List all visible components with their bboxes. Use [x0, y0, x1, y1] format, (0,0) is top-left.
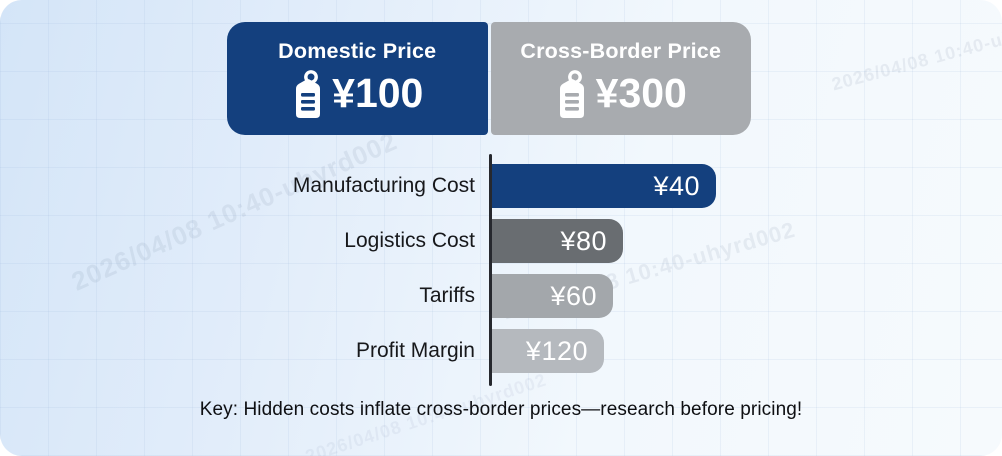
cost-row: Profit Margin ¥120: [0, 329, 1002, 373]
cost-row-label: Profit Margin: [355, 339, 475, 362]
watermark-text: 2026/04/08 10:40-uhyrd002: [829, 9, 1002, 95]
cost-bar: ¥80: [492, 219, 623, 263]
domestic-price-label: Domestic Price: [278, 38, 437, 63]
price-header: Domestic Price ¥100 Cross-Borde: [227, 22, 751, 135]
cross-border-price-row: ¥300: [555, 69, 687, 119]
cost-bar-value: ¥120: [525, 335, 588, 366]
domestic-price-value: ¥100: [332, 70, 424, 116]
key-note: Key: Hidden costs inflate cross-border p…: [199, 399, 803, 420]
cross-border-price-value: ¥300: [595, 70, 687, 116]
cost-row-label: Tariffs: [419, 284, 475, 307]
cost-row: Manufacturing Cost ¥40: [0, 164, 1002, 208]
cost-bar-value: ¥80: [560, 225, 607, 256]
cost-bar: ¥60: [492, 274, 613, 318]
cost-bar-value: ¥60: [550, 280, 597, 311]
cost-bar: ¥120: [492, 329, 604, 373]
cost-row: Tariffs ¥60: [0, 274, 1002, 318]
cost-row: Logistics Cost ¥80: [0, 219, 1002, 263]
price-tag-icon: [296, 69, 321, 118]
cost-rows: Manufacturing Cost ¥40 Logistics Cost ¥80 Ta…: [0, 164, 1002, 384]
price-tag-icon: [559, 69, 584, 118]
cost-row-label: Logistics Cost: [344, 229, 475, 252]
domestic-price-card: Domestic Price ¥100: [227, 22, 488, 135]
cross-border-price-label: Cross-Border Price: [520, 38, 722, 63]
cost-bar-value: ¥40: [653, 170, 700, 201]
domestic-price-row: ¥100: [291, 69, 423, 119]
cross-border-price-card: Cross-Border Price ¥300: [490, 22, 751, 135]
chart-axis-line: [489, 154, 492, 386]
cost-bar: ¥40: [492, 164, 716, 208]
cost-row-label: Manufacturing Cost: [292, 174, 475, 197]
